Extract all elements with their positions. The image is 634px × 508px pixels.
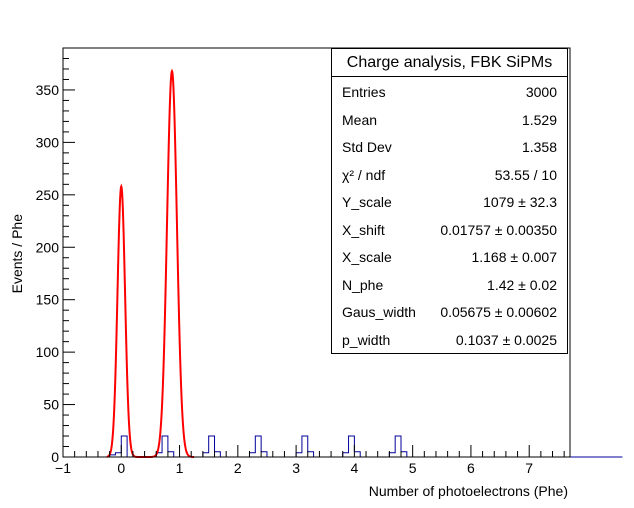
stats-row: Entries 3000 bbox=[332, 79, 567, 107]
stats-label: Y_scale bbox=[342, 194, 392, 210]
x-tick-label: 3 bbox=[292, 460, 300, 476]
stats-label: X_scale bbox=[342, 249, 392, 265]
stats-value: 1.168 ± 0.007 bbox=[471, 249, 557, 265]
x-tick-label: 6 bbox=[467, 460, 475, 476]
x-tick-label: 5 bbox=[409, 460, 417, 476]
stats-label: Mean bbox=[342, 111, 378, 128]
fit-curve bbox=[106, 68, 195, 458]
stats-box: Charge analysis, FBK SiPMs Entries 3000 Me… bbox=[331, 48, 568, 354]
stats-row: Y_scale 1079 ± 32.3 bbox=[332, 189, 567, 217]
y-tick-label: 50 bbox=[43, 397, 59, 413]
stats-label: Entries bbox=[342, 84, 386, 100]
stats-value: 53.55 / 10 bbox=[494, 166, 557, 183]
stats-row: X_shift 0.01757 ± 0.00350 bbox=[332, 217, 567, 245]
y-axis-title: Events / Phe bbox=[9, 214, 25, 294]
x-tick-label: −1 bbox=[55, 460, 71, 476]
x-tick-label: 0 bbox=[117, 460, 125, 476]
stats-row: χ² / ndf 53.55 / 10 bbox=[332, 162, 567, 190]
stats-value: 1.42 ± 0.02 bbox=[487, 276, 557, 293]
y-tick-label: 350 bbox=[36, 82, 60, 98]
y-tick-label: 100 bbox=[36, 344, 60, 360]
stats-label: N_phe bbox=[342, 276, 384, 293]
y-tick-label: 200 bbox=[36, 239, 60, 255]
stats-row: X_scale 1.168 ± 0.007 bbox=[332, 244, 567, 272]
stats-title: Charge analysis, FBK SiPMs bbox=[332, 49, 567, 77]
stats-value: 3000 bbox=[525, 84, 557, 100]
plot-frame bbox=[62, 47, 571, 458]
histogram-series bbox=[103, 435, 623, 458]
stats-value: 0.1037 ± 0.0025 bbox=[455, 331, 557, 348]
stats-value: 1.358 bbox=[521, 139, 557, 155]
x-tick-label: 4 bbox=[350, 460, 358, 476]
y-tick-label: 250 bbox=[36, 187, 60, 203]
stats-row: Std Dev 1.358 bbox=[332, 134, 567, 162]
x-axis-title: Number of photoelectrons (Phe) bbox=[369, 483, 568, 499]
y-tick-label: 300 bbox=[36, 134, 60, 150]
histogram-line bbox=[103, 435, 623, 458]
stats-value: 1079 ± 32.3 bbox=[483, 194, 557, 210]
stats-label: Std Dev bbox=[342, 139, 392, 155]
y-tick-label: 150 bbox=[36, 292, 60, 308]
stats-value: 0.05675 ± 0.00602 bbox=[440, 304, 557, 320]
x-tick-label: 1 bbox=[176, 460, 184, 476]
fit-series bbox=[106, 68, 195, 458]
stats-row: N_phe 1.42 ± 0.02 bbox=[332, 272, 567, 300]
stats-row: p_width 0.1037 ± 0.0025 bbox=[332, 327, 567, 355]
x-tick-label: 7 bbox=[525, 460, 533, 476]
stats-label: Gaus_width bbox=[342, 304, 416, 320]
stats-row: Gaus_width 0.05675 ± 0.00602 bbox=[332, 299, 567, 327]
y-tick-label: 0 bbox=[51, 449, 59, 465]
stats-value: 1.529 bbox=[521, 111, 557, 128]
stats-label: χ² / ndf bbox=[342, 166, 386, 183]
stats-value: 0.01757 ± 0.00350 bbox=[440, 221, 557, 238]
stats-label: X_shift bbox=[342, 221, 385, 238]
stats-row: Mean 1.529 bbox=[332, 107, 567, 135]
stats-label: p_width bbox=[342, 331, 391, 348]
x-tick-label: 2 bbox=[234, 460, 242, 476]
